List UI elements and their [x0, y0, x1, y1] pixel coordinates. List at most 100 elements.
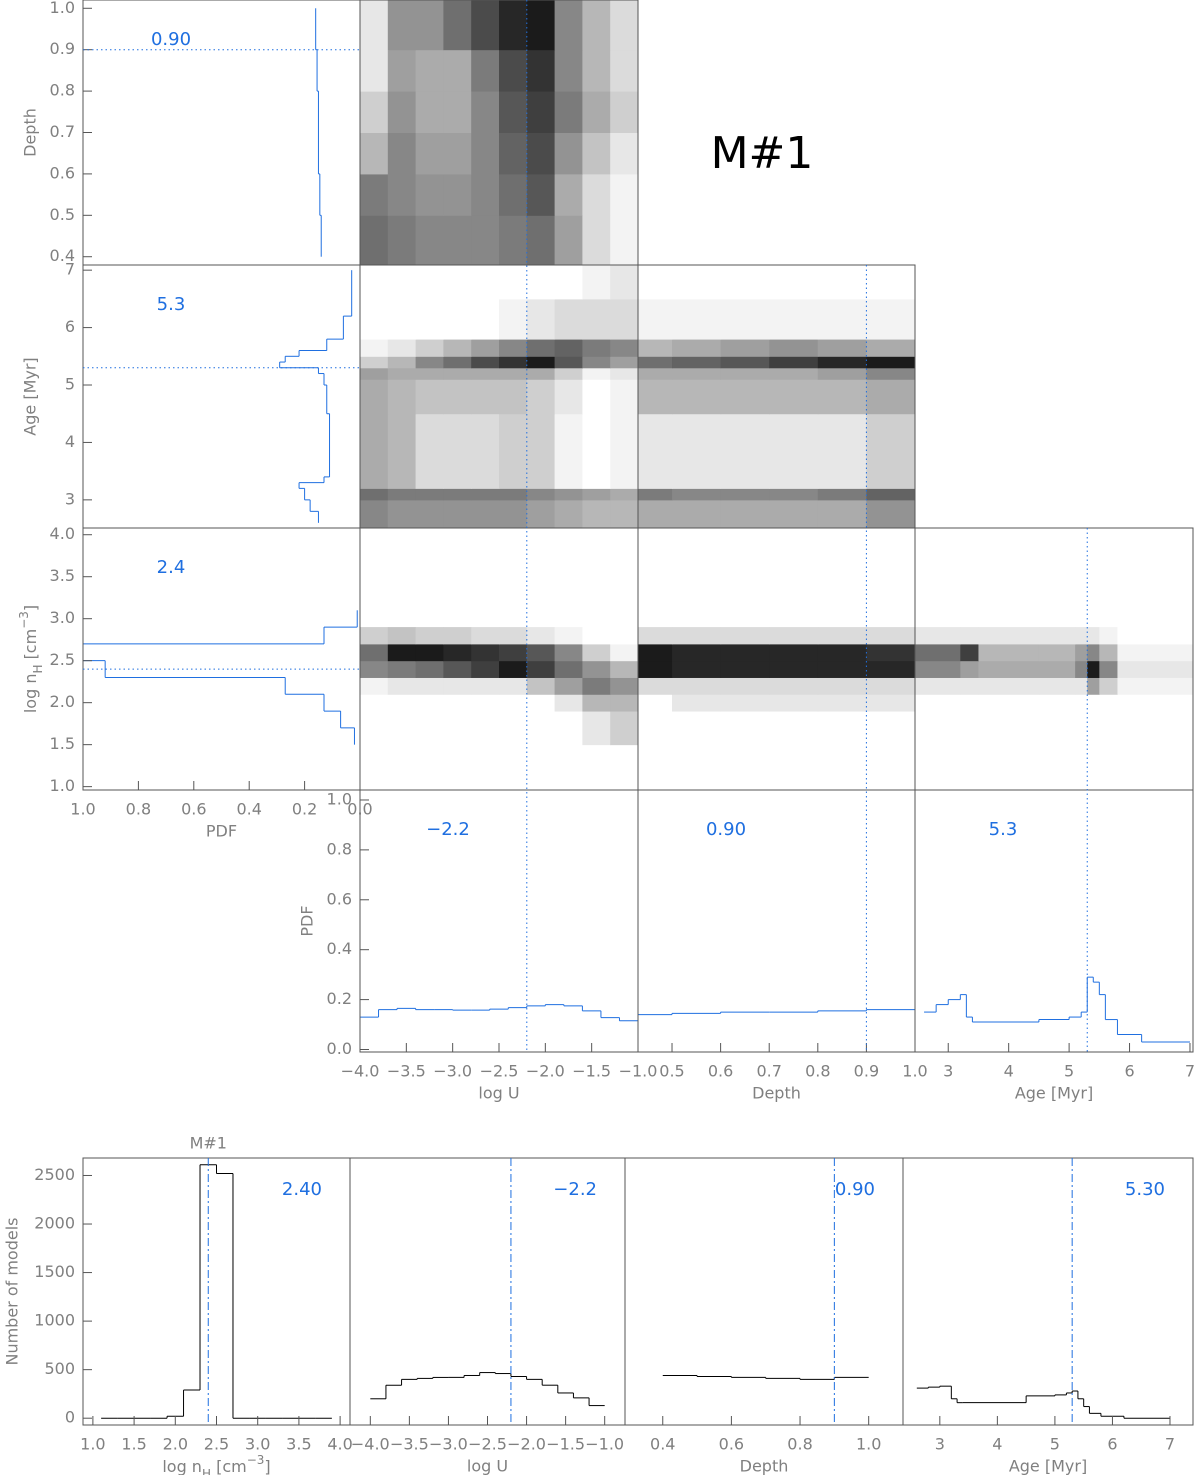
heatmap-cell: [554, 627, 583, 645]
heatmap-cell: [387, 49, 417, 92]
heatmap-cell: [672, 677, 722, 695]
heatmap-cell: [610, 132, 639, 175]
x-tick-label: 2.0: [163, 1435, 188, 1454]
y-tick-label: 0.7: [50, 122, 75, 141]
heatmap-cell: [526, 413, 556, 489]
heatmap-cell: [499, 356, 528, 369]
heatmap-cell: [638, 265, 673, 300]
x-tick-label: −3.5: [387, 1062, 426, 1081]
heatmap-cell: [526, 215, 556, 266]
heatmap-cell: [360, 215, 389, 266]
x-tick-label: 4: [1004, 1062, 1014, 1081]
heatmap-cell: [443, 677, 472, 695]
heatmap-cell: [672, 694, 722, 712]
heatmap-cell: [582, 627, 611, 645]
heatmap-cell: [360, 298, 389, 340]
heatmap-cell: [499, 49, 528, 92]
heatmap-cell: [638, 488, 673, 501]
heatmap-cell: [499, 298, 528, 340]
y-axis-label: Age [Myr]: [21, 357, 40, 435]
heatmap-cell: [1099, 643, 1118, 662]
best-value-label: 5.30: [1125, 1179, 1165, 1200]
heatmap-cell: [415, 49, 444, 92]
y-axis-label: log nH [cm−3]: [17, 605, 45, 713]
heatmap-cell: [499, 215, 528, 266]
heatmap-cell: [471, 91, 500, 133]
best-value-label: 2.40: [282, 1179, 322, 1200]
heatmap-cell: [360, 711, 389, 746]
heatmap-cell: [720, 413, 770, 489]
x-axis-label: log nH [cm−3]: [162, 1453, 270, 1475]
heatmap-cell: [415, 298, 444, 340]
x-tick-label: −1.0: [619, 1062, 658, 1081]
y-tick-label: 0.4: [50, 246, 75, 265]
heatmap-cell: [638, 677, 673, 695]
heatmap-cell: [554, 265, 583, 300]
heatmap-cell: [817, 627, 867, 645]
heatmap-cell: [720, 627, 770, 645]
x-tick-label: 7: [1165, 1435, 1175, 1454]
x-tick-label: −3.5: [390, 1435, 429, 1454]
heatmap-cell: [471, 298, 500, 340]
heatmap-cell: [638, 694, 673, 712]
heatmap-cell: [610, 356, 639, 369]
heatmap-cell: [1117, 643, 1194, 662]
heatmap-cell: [387, 215, 417, 266]
heatmap-cell: [360, 643, 389, 662]
heatmap-cell: [443, 413, 472, 489]
heatmap-cell: [526, 660, 556, 678]
panel-frame: [359, 789, 639, 1053]
heatmap-cell: [360, 660, 389, 678]
y-tick-label: 1000: [34, 1311, 75, 1330]
heatmap-cell: [866, 298, 916, 340]
heatmap-cell: [720, 677, 770, 695]
heatmap-cell: [443, 379, 472, 415]
heatmap-cell: [866, 627, 916, 645]
heatmap-cell: [582, 298, 611, 340]
x-tick-label: 4.0: [327, 1435, 352, 1454]
label-part: ]: [264, 1457, 270, 1475]
heatmap-cell: [672, 413, 722, 489]
heatmap-cell: [526, 379, 556, 415]
heatmap-cell: [415, 627, 444, 645]
heatmap-cell: [1117, 660, 1194, 678]
heatmap-cell: [582, 499, 611, 529]
x-tick-label: −1.0: [585, 1435, 624, 1454]
heatmap-cell: [960, 677, 979, 695]
heatmap-cell: [387, 173, 417, 216]
heatmap-cell: [415, 0, 444, 51]
best-value-label: 5.3: [989, 819, 1018, 840]
x-tick-label: 0.4: [236, 800, 261, 819]
x-tick-label: −2.5: [480, 1062, 519, 1081]
heatmap-cell: [610, 367, 639, 380]
heatmap-cell: [387, 627, 417, 645]
y-tick-label: 0: [65, 1408, 75, 1427]
heatmap-cell: [526, 488, 556, 501]
heatmap-cell: [817, 643, 867, 662]
panel-frame: [914, 789, 1194, 1053]
heatmap-cell: [471, 356, 500, 369]
heatmap-cell: [960, 627, 979, 645]
heatmap-cell: [415, 660, 444, 678]
best-value-label: 0.90: [706, 819, 746, 840]
heatmap-cell: [1038, 677, 1076, 695]
x-tick-label: 1.5: [121, 1435, 146, 1454]
heatmap-cell: [978, 677, 1040, 695]
heatmap-cell: [415, 91, 444, 133]
heatmap-cell: [415, 367, 444, 380]
heatmap-cell: [443, 215, 472, 266]
heatmap-cell: [1117, 677, 1194, 695]
heatmap-cell: [499, 694, 528, 712]
heatmap-cell: [610, 677, 639, 695]
heatmap-cell: [610, 499, 639, 529]
x-tick-label: 3.0: [245, 1435, 270, 1454]
heatmap-cell: [387, 91, 417, 133]
heatmap-cell: [610, 660, 639, 678]
heatmap-cell: [554, 677, 583, 695]
y-tick-label: 2500: [34, 1165, 75, 1184]
heatmap-cell: [415, 488, 444, 501]
heatmap-cell: [960, 660, 979, 678]
heatmap-cell: [360, 265, 389, 300]
heatmap-cell: [443, 499, 472, 529]
heatmap-cell: [638, 356, 673, 369]
